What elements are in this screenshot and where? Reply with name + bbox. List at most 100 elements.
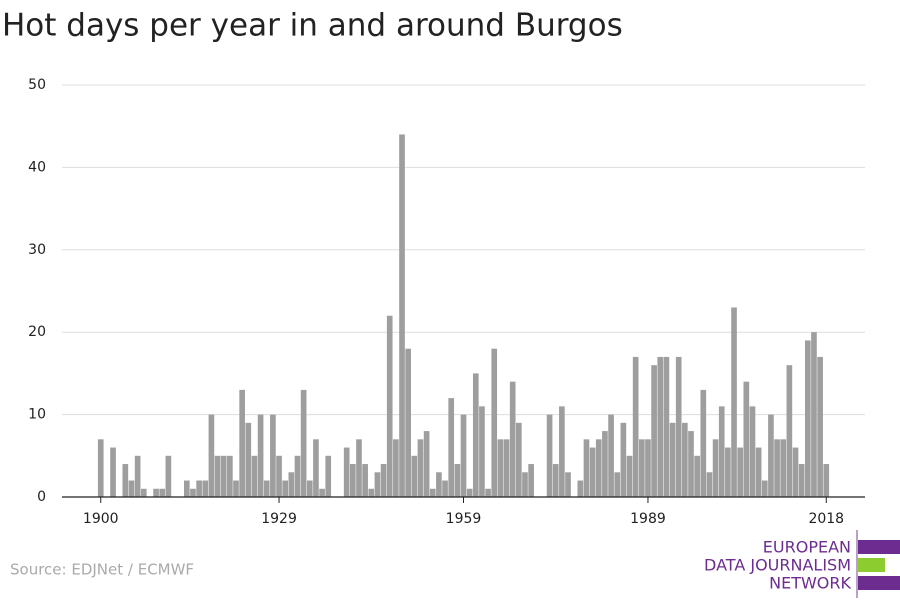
bar bbox=[251, 455, 258, 497]
bar bbox=[134, 455, 141, 497]
bar bbox=[263, 480, 270, 497]
bar bbox=[485, 488, 491, 497]
x-tick-label: 1929 bbox=[261, 511, 297, 527]
bar bbox=[429, 488, 436, 497]
bar bbox=[313, 439, 319, 497]
source: Source: EDJNet / ECMWF bbox=[10, 561, 194, 579]
bar bbox=[128, 480, 135, 497]
bar bbox=[706, 472, 713, 497]
logo-text: NETWORK bbox=[769, 574, 851, 593]
bar bbox=[110, 447, 116, 497]
bar bbox=[270, 414, 276, 497]
bar bbox=[749, 406, 756, 497]
bar bbox=[202, 480, 209, 497]
bar bbox=[319, 488, 325, 497]
bar bbox=[159, 488, 166, 497]
x-tick-label: 1900 bbox=[83, 511, 119, 527]
bar bbox=[626, 455, 633, 497]
bar bbox=[774, 439, 780, 497]
bar bbox=[220, 455, 227, 497]
bar bbox=[208, 414, 215, 497]
bar bbox=[632, 356, 639, 497]
bar bbox=[276, 455, 282, 497]
bar bbox=[645, 439, 651, 497]
bar bbox=[522, 472, 528, 497]
bar bbox=[712, 439, 719, 497]
bar bbox=[356, 439, 362, 497]
bar bbox=[743, 381, 750, 497]
bar bbox=[602, 431, 608, 497]
bar bbox=[362, 464, 368, 497]
y-tick-label: 50 bbox=[28, 77, 46, 93]
y-tick-label: 20 bbox=[28, 324, 46, 340]
bar bbox=[737, 447, 744, 497]
bar bbox=[786, 365, 793, 497]
x-tick-label: 2018 bbox=[808, 511, 844, 527]
bar bbox=[638, 439, 645, 497]
bar bbox=[497, 439, 504, 497]
bar bbox=[97, 439, 104, 497]
x-tick-label: 1959 bbox=[446, 511, 482, 527]
chart-title: Hot days per year in and around Burgos bbox=[2, 8, 623, 44]
x-tick-label: 1989 bbox=[630, 511, 666, 527]
bar bbox=[792, 447, 799, 497]
bar bbox=[448, 398, 455, 497]
bar bbox=[140, 488, 147, 497]
bar bbox=[288, 472, 295, 497]
bar bbox=[122, 464, 129, 497]
bar bbox=[675, 356, 682, 497]
bar bbox=[608, 414, 614, 497]
bar bbox=[380, 464, 387, 497]
y-tick-label: 0 bbox=[37, 489, 46, 505]
bar bbox=[595, 439, 602, 497]
bar bbox=[423, 431, 430, 497]
bar bbox=[583, 439, 590, 497]
bar bbox=[190, 488, 196, 497]
logo-bar bbox=[858, 558, 885, 572]
bar bbox=[214, 455, 221, 497]
logo-text: DATA JOURNALISM bbox=[704, 556, 851, 575]
bar bbox=[620, 422, 627, 497]
bar bbox=[503, 439, 510, 497]
bar bbox=[343, 447, 350, 497]
bar bbox=[552, 464, 559, 497]
bar bbox=[516, 422, 522, 497]
bar bbox=[725, 447, 731, 497]
bar bbox=[700, 389, 707, 497]
bar bbox=[479, 406, 485, 497]
logo-bar bbox=[858, 540, 900, 554]
bar bbox=[411, 455, 418, 497]
bar bbox=[657, 356, 664, 497]
bar bbox=[306, 480, 313, 497]
bar bbox=[780, 439, 787, 497]
bar bbox=[227, 455, 233, 497]
bar bbox=[300, 389, 307, 497]
bar bbox=[165, 455, 172, 497]
bar bbox=[460, 414, 467, 497]
bar bbox=[282, 480, 289, 497]
bar bbox=[577, 480, 584, 497]
bar bbox=[614, 472, 621, 497]
logo-text: EUROPEAN bbox=[763, 538, 851, 557]
bar bbox=[768, 414, 774, 497]
bar bbox=[405, 348, 411, 497]
bar bbox=[436, 472, 442, 497]
bar bbox=[731, 307, 737, 497]
y-tick-label: 10 bbox=[28, 407, 46, 423]
y-tick-label: 30 bbox=[28, 242, 46, 258]
bar bbox=[811, 332, 817, 497]
bar bbox=[368, 488, 375, 497]
logo-bar bbox=[858, 576, 900, 590]
bar bbox=[559, 406, 565, 497]
bar bbox=[454, 464, 461, 497]
bar bbox=[349, 464, 356, 497]
bar bbox=[718, 406, 725, 497]
bar bbox=[466, 488, 473, 497]
bar bbox=[651, 365, 657, 497]
bar bbox=[417, 439, 424, 497]
bar bbox=[755, 447, 762, 497]
bar bbox=[546, 414, 553, 497]
bar bbox=[663, 356, 670, 497]
bar bbox=[565, 472, 571, 497]
